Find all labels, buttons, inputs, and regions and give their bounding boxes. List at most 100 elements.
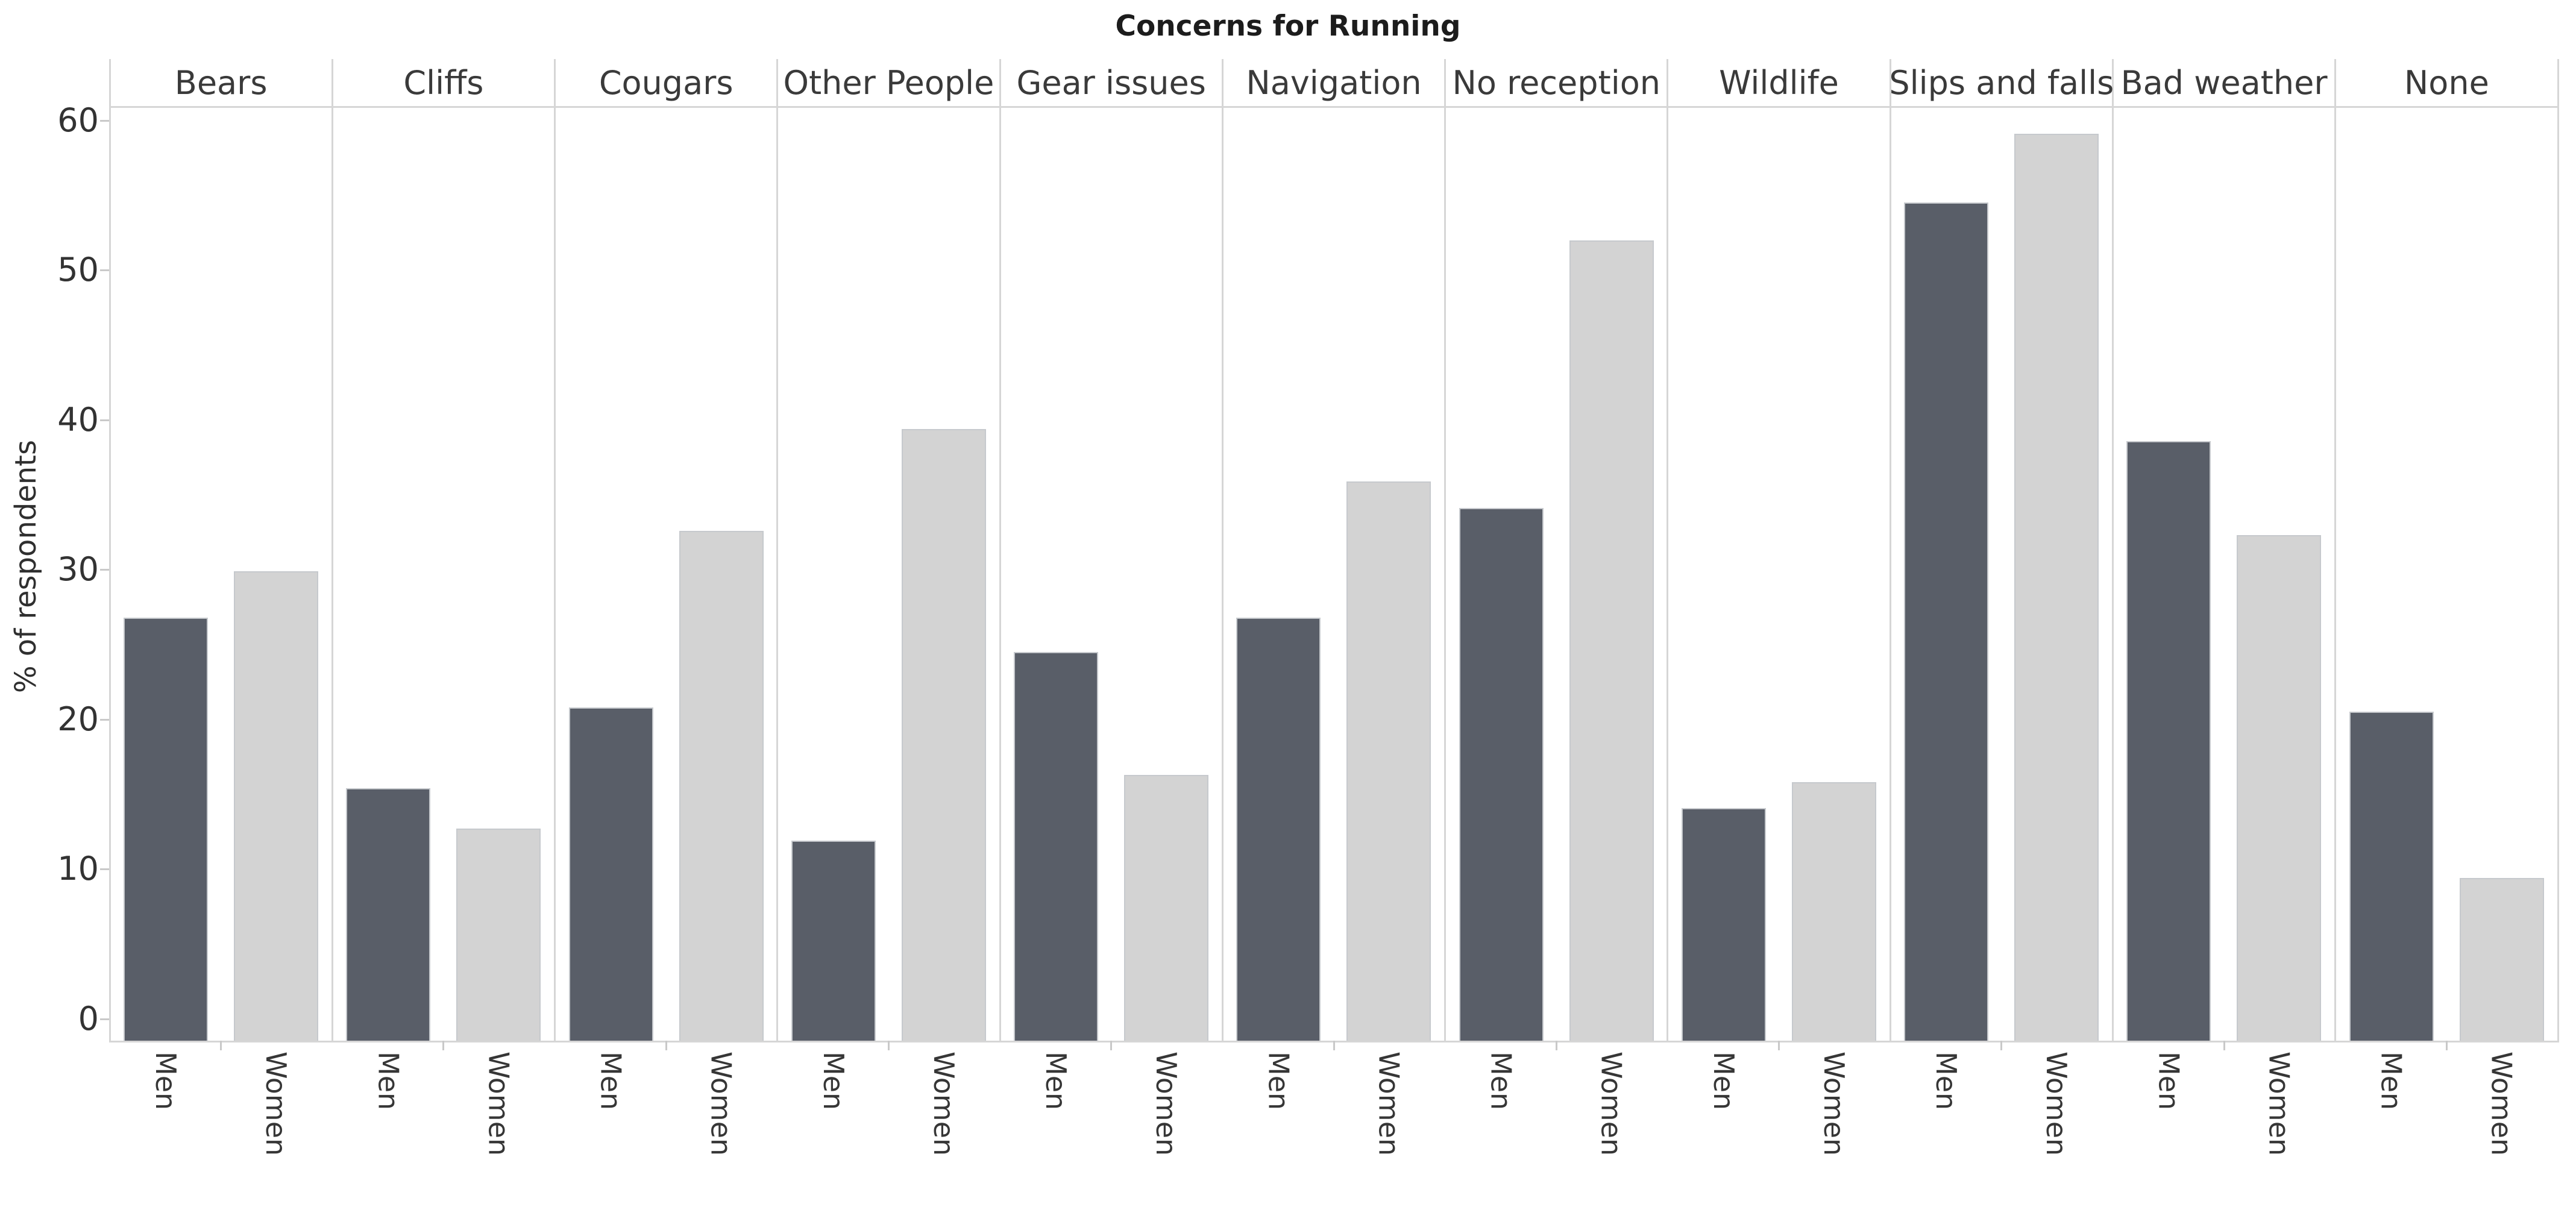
x-tick-label-men: Men xyxy=(2349,1052,2434,1110)
y-tick-label: 10 xyxy=(57,850,99,888)
x-tick-label-men-text: Men xyxy=(1040,1052,1073,1111)
x-tick-mark xyxy=(1333,1041,1335,1050)
x-tick-label-men: Men xyxy=(1236,1052,1321,1110)
x-tick-mark xyxy=(887,1041,890,1050)
y-tick-mark xyxy=(100,119,110,122)
bar-men-none xyxy=(2349,712,2434,1041)
bar-men-no-reception xyxy=(1459,508,1544,1041)
x-tick-label-men-text: Men xyxy=(817,1052,850,1111)
panel-header: Gear issues xyxy=(1016,63,1206,102)
y-tick-label: 30 xyxy=(57,550,99,589)
x-tick-label-men-text: Men xyxy=(2152,1052,2185,1111)
bar-women-navigation xyxy=(1346,481,1431,1041)
bar-women-no-reception xyxy=(1569,240,1654,1041)
x-tick-label-men-text: Men xyxy=(594,1052,627,1111)
panel-divider xyxy=(1221,59,1224,1042)
bar-women-gear-issues xyxy=(1124,774,1209,1041)
bar-men-cliffs xyxy=(346,788,431,1041)
x-tick-label-women-text: Women xyxy=(1595,1052,1628,1156)
x-tick-label-women-text: Women xyxy=(1150,1052,1183,1156)
panel-header: No reception xyxy=(1452,63,1660,102)
x-tick-mark xyxy=(442,1041,445,1050)
x-tick-mark xyxy=(1110,1041,1113,1050)
x-tick-label-women-text: Women xyxy=(2263,1052,2296,1156)
bar-men-wildlife xyxy=(1681,807,1766,1041)
x-tick-label-men: Men xyxy=(2126,1052,2211,1110)
panel-divider xyxy=(1667,59,1669,1042)
x-tick-label-men-text: Men xyxy=(1930,1052,1963,1111)
bar-men-other-people xyxy=(791,841,876,1041)
bar-men-navigation xyxy=(1236,617,1321,1041)
x-tick-label-men-text: Men xyxy=(1484,1052,1518,1111)
x-tick-label-women-text: Women xyxy=(2485,1052,2518,1156)
panel-divider xyxy=(1444,59,1447,1042)
panel-divider xyxy=(1889,59,1891,1042)
bar-women-bad-weather xyxy=(2237,535,2322,1041)
y-tick-label: 20 xyxy=(57,700,99,738)
y-tick-mark xyxy=(100,419,110,421)
y-tick-label: 40 xyxy=(57,400,99,439)
panel-divider xyxy=(331,59,333,1042)
bar-women-wildlife xyxy=(1791,782,1876,1041)
bar-women-slips-and-falls xyxy=(2014,134,2099,1041)
x-tick-label-men: Men xyxy=(791,1052,876,1110)
x-tick-label-women: Women xyxy=(1346,1052,1431,1156)
bar-women-bears xyxy=(234,571,318,1041)
plot-right-border xyxy=(2557,59,2559,1042)
y-axis-line xyxy=(108,59,111,1042)
panel-header: Cougars xyxy=(598,63,734,102)
x-tick-label-women: Women xyxy=(234,1052,318,1156)
panel-divider xyxy=(2111,59,2114,1042)
x-tick-label-men: Men xyxy=(124,1052,208,1110)
x-tick-label-men: Men xyxy=(1682,1052,1766,1110)
x-tick-label-women: Women xyxy=(1124,1052,1208,1156)
x-tick-label-women: Women xyxy=(2014,1052,2099,1156)
y-tick-label: 0 xyxy=(78,1000,99,1038)
x-tick-label-women-text: Women xyxy=(1817,1052,1850,1156)
bar-men-gear-issues xyxy=(1014,652,1099,1041)
x-tick-label-women-text: Women xyxy=(2040,1052,2073,1156)
x-tick-label-women-text: Women xyxy=(260,1052,292,1156)
header-underline xyxy=(110,106,2558,108)
panel-header: Other People xyxy=(783,63,994,102)
x-tick-mark xyxy=(2223,1041,2225,1050)
y-tick-mark xyxy=(100,718,110,721)
panel-divider xyxy=(554,59,556,1042)
bar-women-cougars xyxy=(679,530,764,1041)
x-tick-label-men-text: Men xyxy=(372,1052,405,1111)
y-tick-mark xyxy=(100,269,110,272)
x-tick-label-men: Men xyxy=(1014,1052,1098,1110)
x-tick-mark xyxy=(2445,1041,2448,1050)
x-tick-label-men-text: Men xyxy=(2375,1052,2408,1111)
panel-header: Navigation xyxy=(1246,63,1422,102)
x-tick-label-women: Women xyxy=(2460,1052,2544,1156)
panel-header: Bears xyxy=(174,63,268,102)
x-tick-label-women: Women xyxy=(456,1052,541,1156)
y-tick-mark xyxy=(100,868,110,871)
bar-men-bad-weather xyxy=(2126,440,2211,1041)
x-tick-label-women: Women xyxy=(679,1052,764,1156)
bar-men-slips-and-falls xyxy=(1904,202,1989,1041)
panel-header: None xyxy=(2404,63,2489,102)
x-tick-mark xyxy=(2000,1041,2003,1050)
x-tick-label-women-text: Women xyxy=(705,1052,738,1156)
bar-women-other-people xyxy=(901,428,986,1041)
x-tick-label-men: Men xyxy=(1459,1052,1544,1110)
x-tick-label-women-text: Women xyxy=(482,1052,515,1156)
x-tick-label-women-text: Women xyxy=(927,1052,960,1156)
y-tick-label: 60 xyxy=(57,101,99,139)
panel-header: Slips and falls xyxy=(1889,63,2114,102)
x-tick-label-men: Men xyxy=(346,1052,430,1110)
y-tick-mark xyxy=(100,569,110,571)
bar-women-cliffs xyxy=(456,829,541,1041)
x-tick-label-women-text: Women xyxy=(1372,1052,1406,1156)
bar-women-none xyxy=(2459,878,2544,1041)
panel-header: Bad weather xyxy=(2120,63,2328,102)
x-tick-mark xyxy=(220,1041,222,1050)
x-tick-label-men-text: Men xyxy=(149,1052,182,1111)
x-tick-label-women: Women xyxy=(1792,1052,1876,1156)
x-tick-label-women: Women xyxy=(1569,1052,1654,1156)
x-tick-mark xyxy=(1555,1041,1557,1050)
x-tick-label-men: Men xyxy=(1904,1052,1988,1110)
x-tick-label-women: Women xyxy=(902,1052,986,1156)
